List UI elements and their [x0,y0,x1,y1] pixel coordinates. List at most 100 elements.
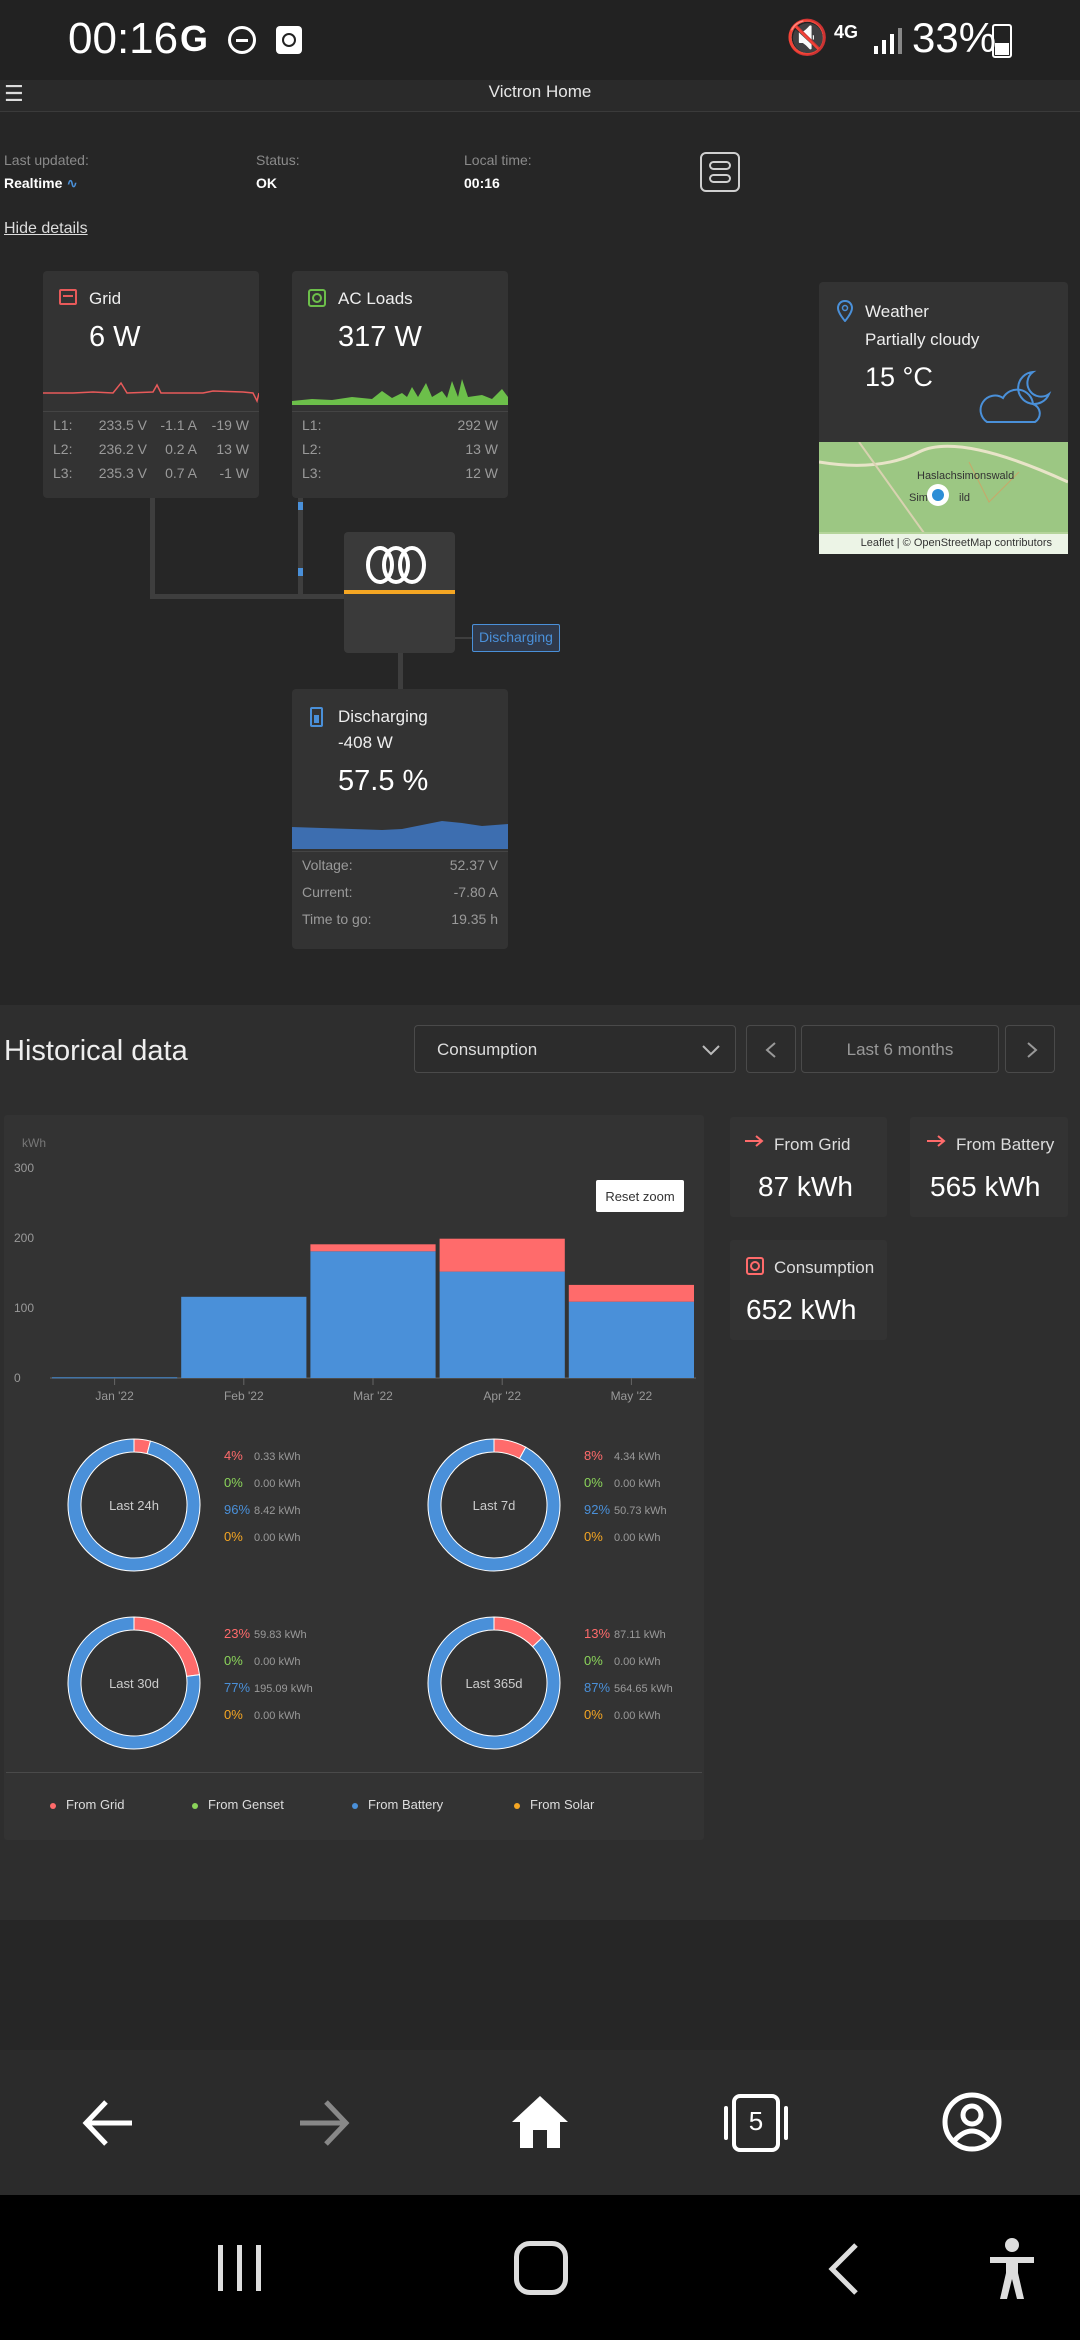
map-label: Sim [909,492,928,504]
bar-segment [52,1377,178,1379]
ac-loads-sparkline [292,379,508,405]
battery-detail-row: Current: -7.80 A [302,884,498,900]
donut-legend-row: 8% 4.34 kWh [584,1447,660,1465]
previous-period-button[interactable] [746,1025,796,1073]
from-grid-stat-card: From Grid 87 kWh [730,1117,887,1217]
donut-percent: 0% [584,1653,603,1668]
bar-segment [439,1238,565,1272]
donut-legend-row: 77% 195.09 kWh [224,1679,313,1697]
donut-slice [493,1616,543,1648]
donut-kwh: 0.00 kWh [614,1478,661,1490]
x-tick-label: Mar '22 [353,1389,393,1403]
recent-apps-icon[interactable] [214,2241,266,2295]
bar-segment [568,1301,694,1378]
donut-svg[interactable]: Last 30d [54,1603,214,1763]
ac-loads-phase-table: L1: 292 W L2: 13 W L3: 12 W [302,417,502,489]
grid-card[interactable]: Grid 6 W L1: 233.5 V -1.1 A -19 W L2: 23… [43,271,259,498]
network-type: 4G [834,22,859,42]
grid-inverter-wire [150,594,345,599]
donut-kwh: 0.00 kWh [614,1710,661,1722]
acloads-wire [298,498,303,598]
inverter-card[interactable] [344,532,455,653]
donut-kwh: 0.00 kWh [254,1710,301,1722]
next-period-button[interactable] [1005,1025,1055,1073]
donut-chart-1: Last 7d 8% 4.34 kWh 0% 0.00 kWh 92% 50.73 kWh 0… [364,1425,704,1585]
tabs-button[interactable]: 5 [724,2094,788,2152]
legend-item[interactable]: From Genset [192,1797,284,1812]
screenshot-icon [276,26,302,54]
realtime-wave-icon: ∿ [66,175,78,191]
weather-card[interactable]: Weather Partially cloudy 15 °C Haslachsi… [819,282,1068,554]
donut-svg[interactable]: Last 365d [414,1603,574,1763]
last-updated-label: Last updated: [4,152,89,168]
legend-item[interactable]: From Solar [514,1797,594,1812]
donut-legend-row: 0% 0.00 kWh [584,1528,660,1546]
map-attribution[interactable]: Leaflet | © OpenStreetMap contributors [819,534,1068,554]
donut-slice [67,1438,201,1572]
grid-wire [150,498,155,598]
battery-title: Discharging [338,707,428,726]
map-label: ild [959,492,971,504]
donut-percent: 0% [224,1529,243,1544]
home-button-icon[interactable] [514,2241,568,2295]
donut-legend-row: 0% 0.00 kWh [584,1652,660,1670]
bar-segment [568,1284,694,1302]
grid-title: Grid [89,289,122,308]
ac-loads-card[interactable]: AC Loads 317 W L1: 292 W L2: 13 W L3: 12… [292,271,508,498]
donut-legend-row: 23% 59.83 kWh [224,1625,307,1643]
view-toggle-button[interactable] [700,152,740,192]
donut-kwh: 0.33 kWh [254,1451,301,1463]
chevron-down-icon [702,1045,720,1056]
chevron-left-icon [765,1042,776,1058]
home-icon[interactable] [510,2094,570,2150]
chart-legend: From Grid From Genset From Battery From Sol… [4,1797,704,1827]
donut-kwh: 0.00 kWh [254,1478,301,1490]
back-arrow-icon[interactable] [82,2098,134,2148]
donut-kwh: 59.83 kWh [254,1629,307,1641]
battery-card-icon [310,707,323,727]
y-tick-label: 100 [14,1301,34,1315]
data-type-select[interactable]: Consumption [414,1025,736,1073]
battery-card[interactable]: Discharging -408 W 57.5 % Voltage: 52.37… [292,689,508,949]
victron-logo-icon [366,546,426,584]
grid-power: 6 W [89,321,141,353]
account-icon[interactable] [942,2092,1002,2152]
donut-kwh: 0.00 kWh [614,1656,661,1668]
grid-phase-row: L3: 235.3 V 0.7 A -1 W [53,465,249,481]
signal-icon [874,28,902,54]
weather-map[interactable]: Haslachsimonswald Sim ild Leaflet | © Op… [819,442,1068,554]
grid-phase-row: L2: 236.2 V 0.2 A 13 W [53,441,249,457]
donut-slice [427,1438,561,1572]
grid-sparkline [43,381,259,404]
bar-segment [310,1244,436,1252]
legend-label: From Grid [66,1797,125,1812]
grid-phase-row: L1: 233.5 V -1.1 A -19 W [53,417,249,433]
legend-item[interactable]: From Grid [50,1797,125,1812]
app-header: ☰ Victron Home [0,80,1080,112]
status-value: OK [256,175,277,191]
legend-dot-icon [192,1802,198,1809]
mute-icon: 🔇 [786,19,829,57]
map-location-marker[interactable] [927,484,949,506]
donut-chart-2: Last 30d 23% 59.83 kWh 0% 0.00 kWh 77% 195.09 … [4,1603,344,1763]
system-back-icon[interactable] [826,2241,862,2297]
battery-icon [992,24,1012,58]
legend-item[interactable]: From Battery [352,1797,443,1812]
ac-loads-power: 317 W [338,321,422,353]
legend-dot-icon [50,1802,56,1809]
accessibility-icon[interactable] [986,2237,1038,2301]
donut-kwh: 87.11 kWh [614,1629,666,1641]
reset-zoom-button[interactable]: Reset zoom [596,1180,684,1212]
hamburger-menu-icon[interactable]: ☰ [4,81,24,106]
donut-svg[interactable]: Last 24h [54,1425,214,1585]
historical-title: Historical data [4,1035,188,1067]
donut-svg[interactable]: Last 7d [414,1425,574,1585]
donut-percent: 0% [224,1475,243,1490]
hide-details-link[interactable]: Hide details [4,220,88,237]
donut-kwh: 0.00 kWh [254,1532,301,1544]
donut-kwh: 50.73 kWh [614,1505,667,1517]
consumption-bar-chart[interactable]: kWh 300 200 100 0 Jan '22 Feb '22 Mar '22 Apr '2… [4,1115,704,1415]
weather-description: Partially cloudy [865,330,980,349]
period-display[interactable]: Last 6 months [801,1025,999,1073]
forward-arrow-icon[interactable] [298,2098,350,2148]
